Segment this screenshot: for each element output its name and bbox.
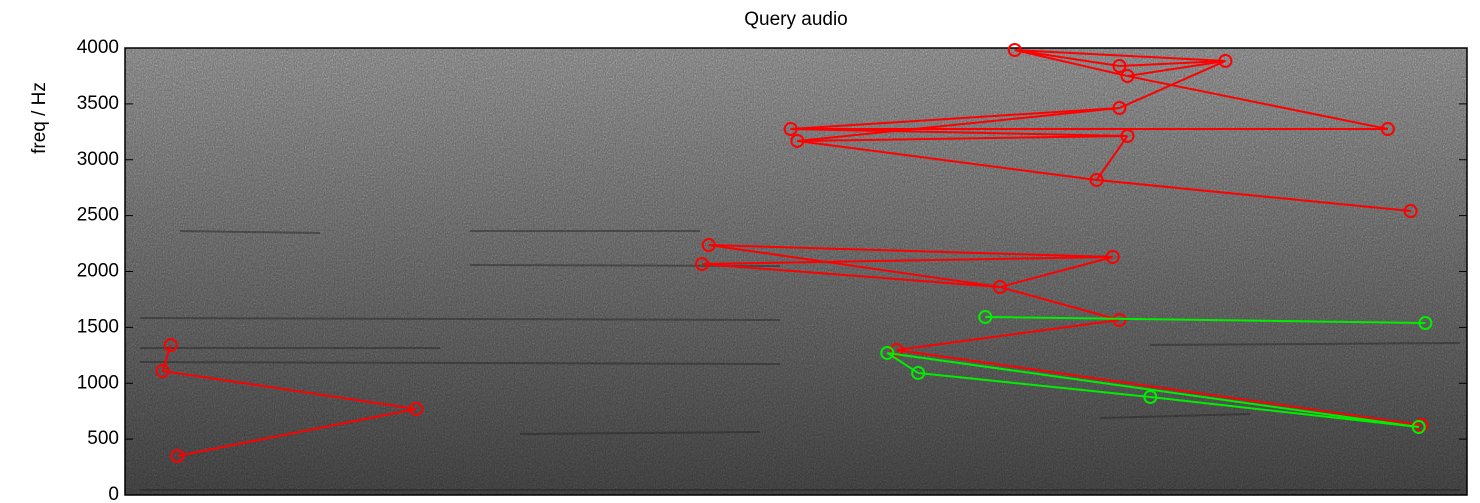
y-axis-label: freq / Hz: [29, 82, 50, 154]
y-tick-label: 3500: [77, 93, 119, 114]
y-tick-label: 2000: [77, 261, 119, 282]
y-tick-label: 4000: [77, 37, 119, 58]
y-tick-label: 3000: [77, 149, 119, 170]
y-tick-label: 1000: [77, 372, 119, 393]
y-tick-label: 0: [108, 484, 119, 503]
chart: Query audio freq / Hz 0 500 1000 1500 2000 25…: [0, 0, 1480, 503]
y-tick-label: 2500: [77, 205, 119, 226]
y-tick-label: 500: [87, 428, 119, 449]
chart-title: Query audio: [744, 9, 848, 30]
y-tick-label: 1500: [77, 316, 119, 337]
